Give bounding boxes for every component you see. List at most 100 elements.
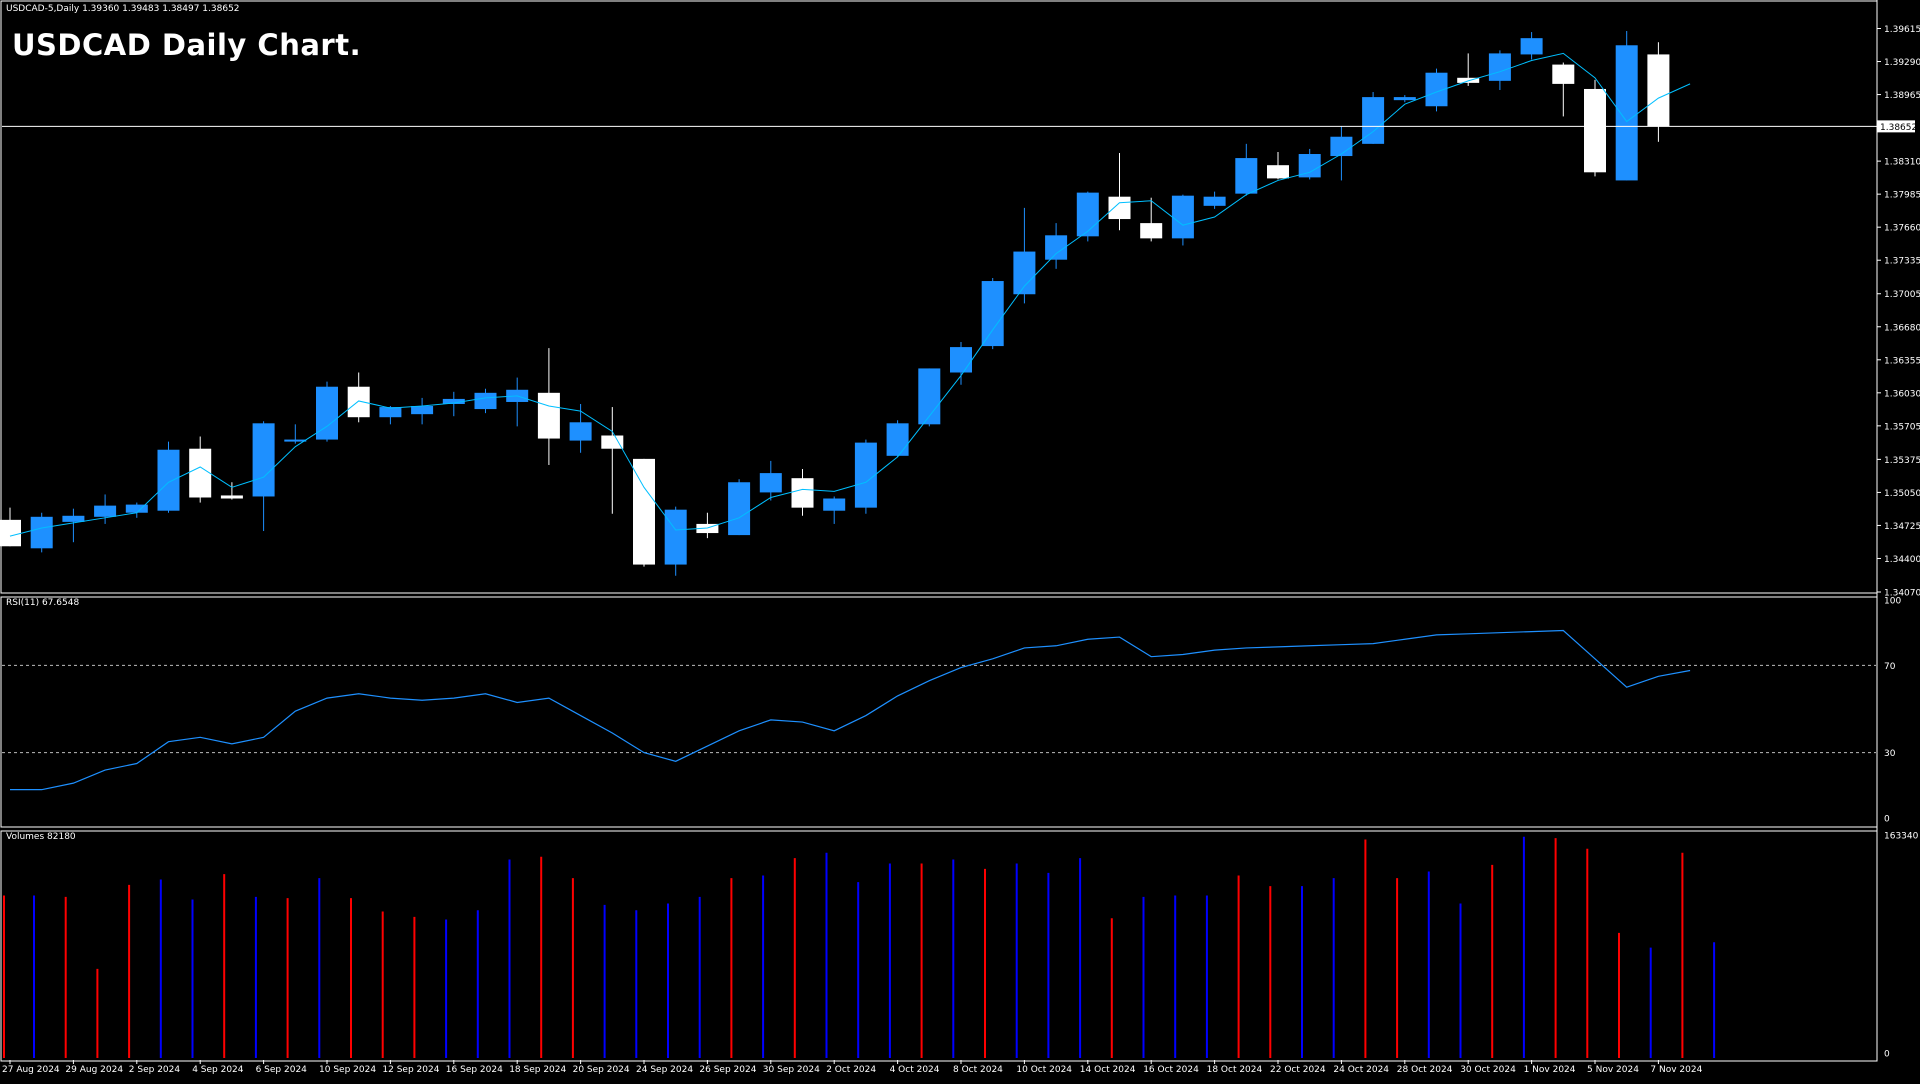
price-tick-label: 1.34725 [1884,522,1920,532]
candle-body [1584,88,1606,173]
price-tick-label: 1.36680 [1884,323,1920,333]
candle-body [759,473,782,493]
candle-body [1520,38,1543,55]
time-tick-label: 20 Sep 2024 [573,1065,630,1075]
time-tick-label: 2 Oct 2024 [826,1065,876,1075]
price-tick-label: 1.34070 [1884,589,1920,599]
candle-body [823,498,846,511]
rsi-tick-label: 30 [1884,749,1896,759]
candle-body [347,386,370,418]
candle-body [125,504,148,513]
ma-line [9,52,1691,537]
price-tick-label: 1.39615 [1884,25,1920,35]
candle-body [1425,72,1448,107]
candle-body [316,386,338,440]
candle-body [252,423,275,497]
time-tick-label: 4 Oct 2024 [890,1065,940,1075]
current-price-line: 1.38652 [2,120,1917,133]
candlestick-series [0,31,1670,576]
candle-body [569,422,592,441]
price-tick-label: 1.35050 [1884,489,1920,499]
time-tick-label: 27 Aug 2024 [2,1065,60,1075]
price-tick-label: 1.37660 [1884,224,1920,234]
candle-body [981,281,1004,347]
candle-body [94,505,117,517]
symbol-info: USDCAD-5,Daily 1.39360 1.39483 1.38497 1… [6,4,240,14]
candle-body [601,435,624,449]
candle-body [1108,196,1131,220]
price-axis: 1.39615 1.39290 1.38965 1.38310 1.37985 1.376… [1877,25,1920,599]
time-tick-label: 26 Sep 2024 [699,1065,756,1075]
candle-body [1647,54,1670,127]
candle-body [950,347,972,373]
candle-body [1140,223,1163,239]
time-tick-label: 22 Oct 2024 [1270,1065,1326,1075]
time-axis: 27 Aug 2024 29 Aug 2024 2 Sep 2024 4 Sep 20… [2,1060,1703,1075]
price-tick-label: 1.38965 [1884,91,1920,101]
time-tick-label: 2 Sep 2024 [129,1065,181,1075]
candle-body [696,523,719,534]
price-tick-label: 1.36030 [1884,389,1920,399]
time-tick-label: 18 Oct 2024 [1207,1065,1263,1075]
price-tick-label: 1.39290 [1884,58,1920,68]
time-tick-label: 29 Aug 2024 [65,1065,123,1075]
time-tick-label: 24 Oct 2024 [1333,1065,1389,1075]
price-tick-label: 1.37335 [1884,257,1920,267]
time-tick-label: 18 Sep 2024 [509,1065,566,1075]
candle-body [1552,64,1575,84]
current-price-label: 1.38652 [1880,123,1917,133]
candle-body [284,439,307,442]
pane-frame-2 [0,830,1878,1062]
candle-body [157,449,180,511]
time-tick-label: 1 Nov 2024 [1524,1065,1576,1075]
time-tick-label: 5 Nov 2024 [1587,1065,1639,1075]
price-tick-label: 1.37985 [1884,191,1920,201]
candle-body [411,406,434,415]
candle-body [791,478,814,508]
price-tick-label: 1.36355 [1884,356,1920,366]
volume-tick-label: 0 [1884,1050,1890,1060]
candle-body [633,458,655,565]
candle-body [1076,192,1099,237]
candle-body [1393,97,1416,101]
candle-body [62,515,85,522]
moving-average-series [9,52,1691,537]
price-tick-label: 1.35705 [1884,422,1920,432]
price-tick-label: 1.34400 [1884,555,1920,565]
time-tick-label: 30 Sep 2024 [763,1065,820,1075]
pane-frames [0,0,1878,1062]
time-tick-label: 14 Oct 2024 [1080,1065,1136,1075]
candle-body [0,519,21,547]
candle-body [1330,136,1353,157]
candle-body [886,423,909,456]
time-tick-label: 4 Sep 2024 [192,1065,244,1075]
time-tick-label: 10 Oct 2024 [1016,1065,1072,1075]
volume-label: Volumes 82180 [6,832,76,842]
price-tick-label: 1.35375 [1884,456,1920,466]
rsi-label: RSI(11) 67.6548 [6,598,80,608]
time-tick-label: 12 Sep 2024 [382,1065,439,1075]
rsi-pane: 100 70 30 0 [2,597,1901,825]
rsi-line [10,629,1691,791]
time-tick-label: 16 Sep 2024 [446,1065,503,1075]
candle-body [1203,196,1226,206]
candle-body [1235,158,1258,194]
current-price-box [1877,120,1915,133]
price-tick-label: 1.38310 [1884,158,1920,168]
candle-body [379,407,402,418]
time-tick-label: 7 Nov 2024 [1650,1065,1702,1075]
candle-body [537,392,560,439]
candle-body [1362,97,1385,144]
candle-body [918,368,941,425]
candle-body [728,482,751,536]
time-tick-label: 10 Sep 2024 [319,1065,376,1075]
time-tick-label: 16 Oct 2024 [1143,1065,1199,1075]
candle-body [1488,53,1511,81]
time-tick-label: 6 Sep 2024 [256,1065,308,1075]
price-tick-label: 1.37005 [1884,290,1920,300]
candle-body [1298,154,1321,178]
time-tick-label: 30 Oct 2024 [1460,1065,1516,1075]
time-tick-label: 24 Sep 2024 [636,1065,693,1075]
